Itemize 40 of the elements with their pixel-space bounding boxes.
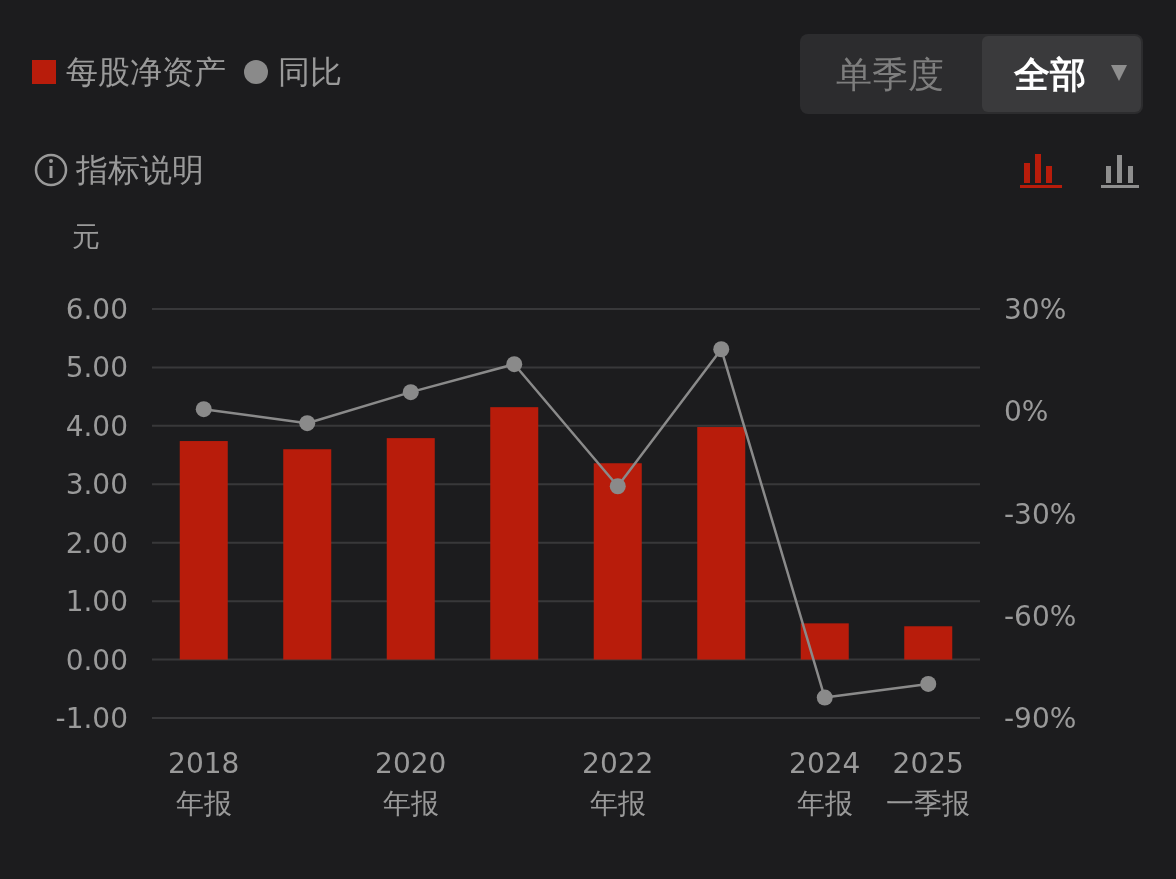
bar bbox=[593, 463, 642, 660]
y2-tick-label: -90% bbox=[1004, 702, 1077, 735]
bar bbox=[904, 626, 953, 660]
y-tick-label: 0.00 bbox=[65, 643, 128, 677]
point bbox=[816, 689, 833, 706]
x-tick-label: 2024 年报 bbox=[789, 747, 861, 820]
legend-label: 每股净资产 bbox=[66, 53, 226, 91]
y-tick-label: 5.00 bbox=[65, 351, 128, 385]
y2-tick-label: -60% bbox=[1004, 599, 1077, 633]
text: 单季度 bbox=[836, 54, 944, 95]
y-tick-label: 1.00 bbox=[65, 585, 128, 619]
bar bbox=[386, 438, 435, 660]
bar bbox=[490, 407, 539, 660]
text: 指标说明 bbox=[75, 151, 204, 189]
point bbox=[713, 341, 730, 358]
bar bbox=[179, 441, 228, 660]
y-tick-label: 4.00 bbox=[65, 409, 128, 443]
point bbox=[195, 401, 212, 418]
legend-label: 同比 bbox=[278, 53, 342, 91]
y-axis-title: 元 bbox=[72, 220, 100, 253]
point bbox=[506, 356, 523, 373]
y-tick-label: 3.00 bbox=[65, 468, 128, 502]
point bbox=[920, 675, 937, 692]
point bbox=[299, 415, 316, 432]
bar bbox=[800, 623, 849, 660]
bar bbox=[283, 449, 332, 660]
y-tick-label: -1.00 bbox=[55, 702, 128, 735]
y2-tick-label: 0% bbox=[1004, 395, 1049, 429]
text: 全部 bbox=[1013, 54, 1086, 95]
x-tick-label: 2022 年报 bbox=[582, 747, 654, 820]
x-tick-label: 2020 年报 bbox=[375, 747, 447, 820]
y2-tick-label: -30% bbox=[1004, 497, 1077, 531]
x-tick-label: 2018 年报 bbox=[168, 747, 240, 820]
point bbox=[402, 384, 419, 401]
y-tick-label: 2.00 bbox=[65, 526, 128, 560]
y2-tick-label: 30% bbox=[1004, 293, 1067, 326]
y-tick-label: 6.00 bbox=[65, 293, 128, 326]
bar bbox=[697, 427, 746, 660]
point bbox=[609, 478, 626, 495]
x-tick-label: 2025 一季报 bbox=[886, 747, 971, 820]
